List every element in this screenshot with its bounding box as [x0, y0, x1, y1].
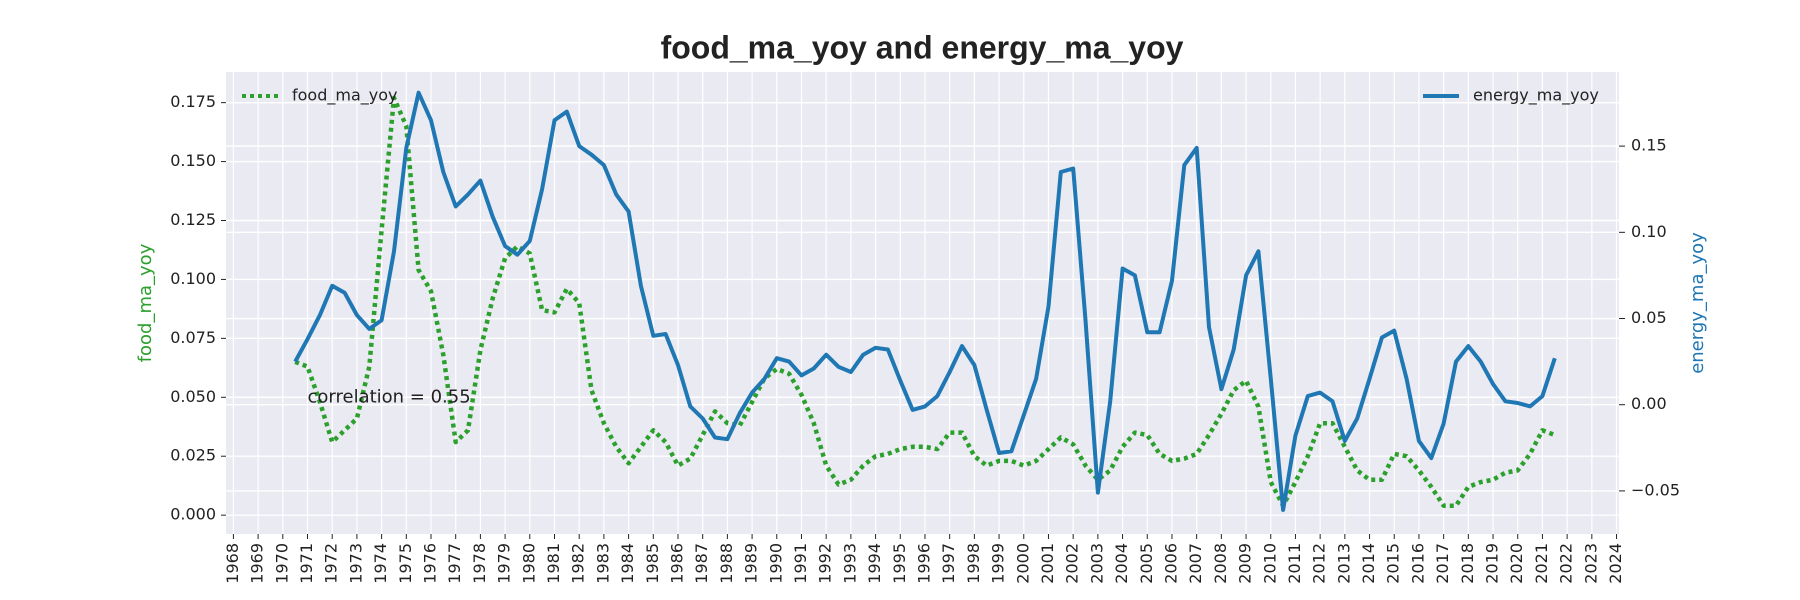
- x-tick-label: 2019: [1483, 543, 1502, 584]
- x-tick-label: 1968: [223, 543, 242, 584]
- y2-tick-label: 0.05: [1631, 308, 1667, 327]
- y-tick-label: 0.125: [170, 210, 216, 229]
- x-tick-label: 1981: [544, 543, 563, 584]
- x-tick-label: 2017: [1433, 543, 1452, 584]
- x-tick-label: 2016: [1408, 543, 1427, 584]
- grid: [226, 72, 1619, 534]
- chart-title: food_ma_yoy and energy_ma_yoy: [661, 29, 1184, 65]
- y-axis-label: food_ma_yoy: [135, 243, 156, 362]
- y2-tick-label: 0.00: [1631, 394, 1667, 413]
- x-tick-label: 1986: [667, 543, 686, 584]
- data-line: [293, 90, 1557, 512]
- x-tick-label: 1985: [643, 543, 662, 584]
- x-tick-label: 1994: [865, 543, 884, 584]
- x-tick-label: 2001: [1038, 543, 1057, 584]
- x-tick-label: 2024: [1606, 543, 1625, 584]
- x-tick-label: 1991: [791, 543, 810, 584]
- x-tick-label: 2006: [1161, 543, 1180, 584]
- x-tick-label: 1999: [989, 543, 1008, 584]
- annotation: correlation = 0.55: [308, 386, 471, 407]
- legend-label: energy_ma_yoy: [1473, 86, 1599, 106]
- x-tick-label: 1978: [470, 543, 489, 584]
- x-tick-label: 1972: [322, 543, 341, 584]
- x-tick-label: 1989: [742, 543, 761, 584]
- x-tick-label: 1993: [840, 543, 859, 584]
- x-tick-label: 2013: [1334, 543, 1353, 584]
- x-tick-label: 1997: [939, 543, 958, 584]
- x-tick-label: 2000: [1013, 543, 1032, 584]
- x-tick-label: 2010: [1260, 543, 1279, 584]
- y-tick-label: 0.100: [170, 269, 216, 288]
- x-tick-label: 1992: [816, 543, 835, 584]
- x-tick-label: 2018: [1458, 543, 1477, 584]
- x-tick-label: 1995: [890, 543, 909, 584]
- x-tick-label: 1971: [297, 543, 316, 584]
- x-tick-label: 2022: [1557, 543, 1576, 584]
- x-tick-label: 1969: [248, 543, 267, 584]
- x-tick-label: 1977: [445, 543, 464, 584]
- x-tick-label: 1979: [495, 543, 514, 584]
- x-tick-label: 2020: [1507, 543, 1526, 584]
- y2-tick-label: 0.10: [1631, 222, 1667, 241]
- x-tick-label: 2011: [1285, 543, 1304, 584]
- y-tick-label: 0.000: [170, 505, 216, 524]
- x-tick-label: 2004: [1112, 543, 1131, 584]
- y-tick-label: 0.175: [170, 92, 216, 111]
- x-tick-label: 1976: [420, 543, 439, 584]
- x-tick-label: 1970: [272, 543, 291, 584]
- legend-label: food_ma_yoy: [292, 86, 397, 106]
- x-tick-label: 1990: [766, 543, 785, 584]
- y-tick-label: 0.075: [170, 328, 216, 347]
- x-tick-label: 1987: [692, 543, 711, 584]
- x-tick-label: 2015: [1384, 543, 1403, 584]
- y2-tick-label: −0.05: [1631, 480, 1680, 499]
- x-tick-label: 2014: [1359, 543, 1378, 584]
- y2-axis-label: energy_ma_yoy: [1687, 232, 1708, 374]
- x-tick-label: 2005: [1137, 543, 1156, 584]
- x-tick-label: 1984: [618, 543, 637, 584]
- x-tick-label: 1973: [346, 543, 365, 584]
- x-tick-label: 2009: [1236, 543, 1255, 584]
- y-tick-label: 0.025: [170, 446, 216, 465]
- x-tick-label: 2007: [1186, 543, 1205, 584]
- x-tick-label: 1974: [371, 543, 390, 584]
- x-tick-label: 1998: [964, 543, 983, 584]
- x-tick-label: 2023: [1581, 543, 1600, 584]
- x-tick-label: 2021: [1532, 543, 1551, 584]
- x-tick-label: 1983: [593, 543, 612, 584]
- x-tick-label: 2012: [1310, 543, 1329, 584]
- y-tick-label: 0.050: [170, 387, 216, 406]
- y-tick-label: 0.150: [170, 151, 216, 170]
- x-tick-label: 1980: [519, 543, 538, 584]
- x-tick-label: 1988: [717, 543, 736, 584]
- y2-tick-label: 0.15: [1631, 136, 1667, 155]
- x-tick-label: 1982: [569, 543, 588, 584]
- x-tick-label: 1975: [396, 543, 415, 584]
- x-tick-label: 1996: [914, 543, 933, 584]
- x-tick-label: 2002: [1063, 543, 1082, 584]
- x-tick-label: 2008: [1211, 543, 1230, 584]
- x-tick-label: 2003: [1087, 543, 1106, 584]
- plot-area: [226, 72, 1619, 534]
